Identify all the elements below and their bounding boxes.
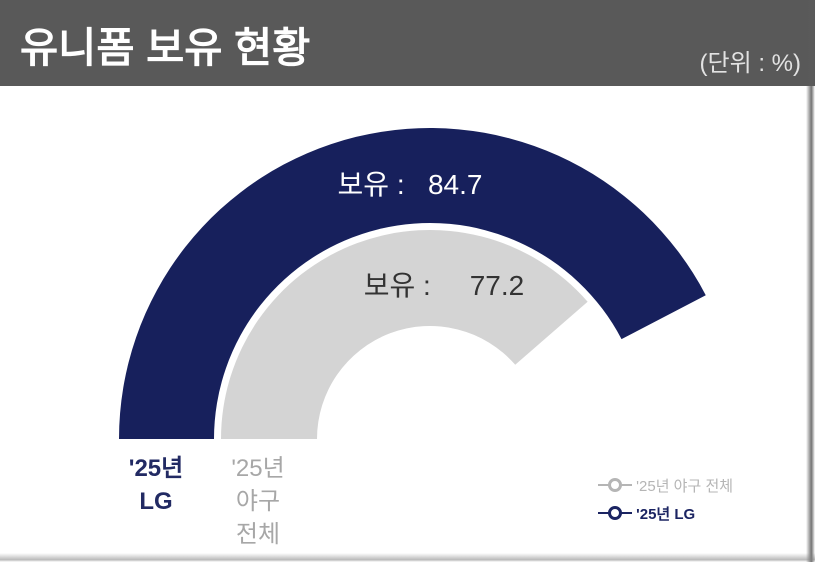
- svg-text:보유 : 84.7: 보유 : 84.7: [338, 169, 483, 200]
- svg-text:보유 : 77.2: 보유 : 77.2: [364, 270, 524, 301]
